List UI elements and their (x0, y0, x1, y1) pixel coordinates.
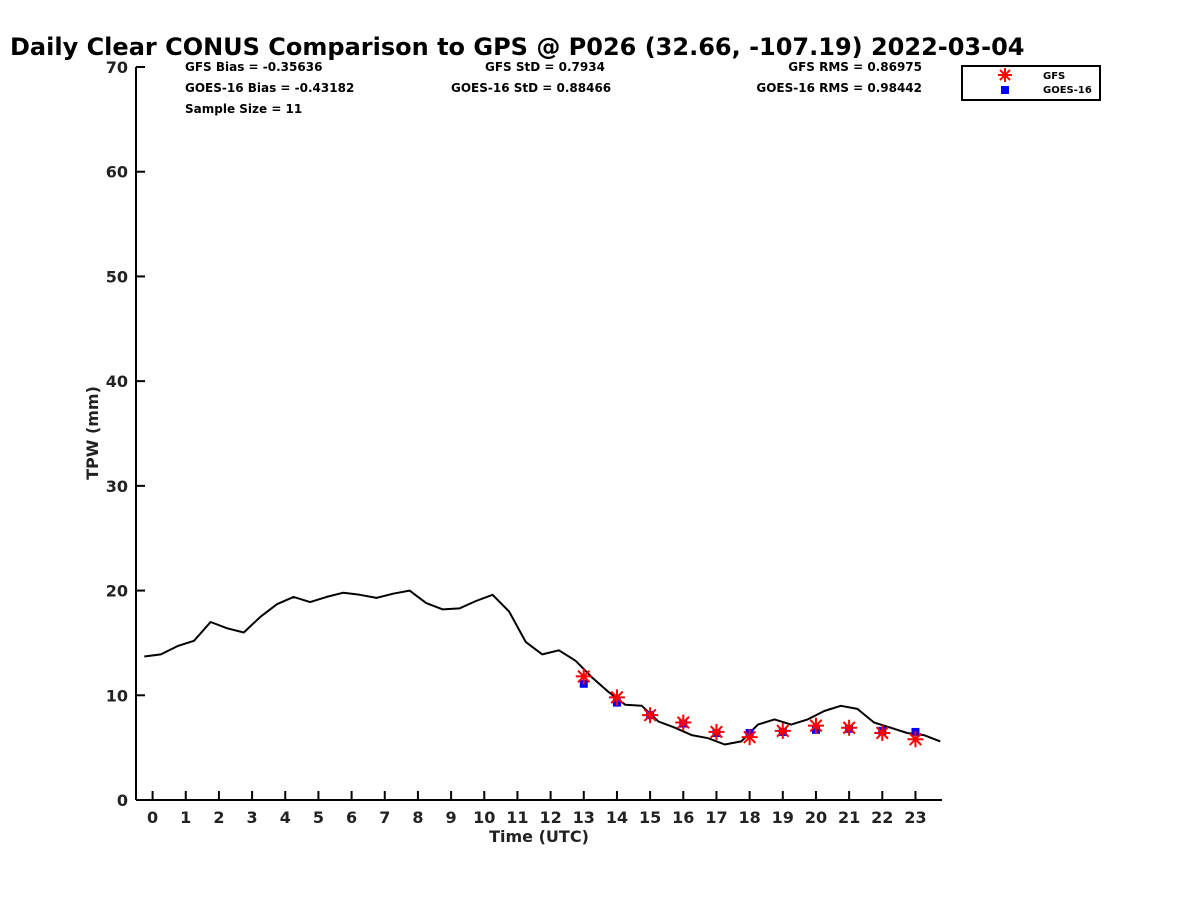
x-tick-label: 0 (147, 808, 158, 827)
y-tick-label: 70 (106, 58, 128, 77)
y-tick-label: 60 (106, 163, 128, 182)
asterisk-stroke (809, 719, 823, 733)
chart-title: Daily Clear CONUS Comparison to GPS @ P0… (10, 33, 1024, 61)
gfs-point (841, 719, 858, 736)
asterisk-stroke (776, 724, 790, 738)
legend-box (961, 65, 1101, 101)
x-tick-label: 18 (738, 808, 760, 827)
x-axis-title: Time (UTC) (489, 827, 589, 846)
y-tick-label: 30 (106, 477, 128, 496)
x-tick-label: 11 (506, 808, 528, 827)
x-tick-label: 13 (573, 808, 595, 827)
y-axis-title: TPW (mm) (83, 386, 102, 480)
goes-bias-stat: GOES-16 Bias = -0.43182 (185, 81, 354, 95)
legend-gfs-asterisk (998, 68, 1012, 82)
asterisk-stroke (875, 726, 889, 740)
gfs-std-stat: GFS StD = 0.7934 (485, 60, 605, 74)
asterisk-stroke (643, 708, 657, 722)
asterisk-stroke (908, 732, 922, 746)
x-tick-label: 16 (672, 808, 694, 827)
gfs-point (642, 707, 659, 724)
asterisk-stroke (577, 669, 591, 683)
x-tick-label: 19 (772, 808, 794, 827)
gfs-point (807, 717, 824, 734)
x-tick-label: 5 (313, 808, 324, 827)
legend-gfs-marker (998, 68, 1012, 82)
gfs-point (675, 714, 692, 731)
x-tick-label: 17 (705, 808, 727, 827)
x-tick-label: 7 (379, 808, 390, 827)
x-tick-label: 12 (539, 808, 561, 827)
y-tick-label: 50 (106, 267, 128, 286)
x-tick-label: 22 (871, 808, 893, 827)
legend: GFS GOES-16 (961, 65, 1101, 101)
y-tick-label: 10 (106, 686, 128, 705)
gfs-point (708, 723, 725, 740)
x-tick-label: 20 (805, 808, 827, 827)
x-tick-label: 8 (412, 808, 423, 827)
x-tick-label: 9 (446, 808, 457, 827)
y-tick-label: 20 (106, 582, 128, 601)
goes-std-stat: GOES-16 StD = 0.88466 (451, 81, 611, 95)
gfs-point (608, 689, 625, 706)
gfs-rms-stat: GFS RMS = 0.86975 (788, 60, 922, 74)
asterisk-stroke (999, 69, 1011, 81)
asterisk-stroke (842, 721, 856, 735)
legend-goes-label: GOES-16 (1043, 85, 1092, 96)
asterisk-stroke (676, 716, 690, 729)
gfs-point (575, 668, 592, 685)
gfs-point (907, 731, 924, 748)
gps-line-layer (144, 589, 941, 746)
sample-size-stat: Sample Size = 11 (185, 102, 302, 116)
asterisk-stroke (610, 690, 624, 704)
gps-line (144, 589, 941, 746)
gfs-bias-stat: GFS Bias = -0.35636 (185, 60, 322, 74)
goes-rms-stat: GOES-16 RMS = 0.98442 (756, 81, 922, 95)
x-tick-label: 10 (473, 808, 495, 827)
x-tick-label: 1 (180, 808, 191, 827)
x-tick-label: 21 (838, 808, 860, 827)
gfs-point (741, 729, 758, 746)
x-tick-label: 15 (639, 808, 661, 827)
x-tick-label: 23 (904, 808, 926, 827)
x-tick-label: 3 (247, 808, 258, 827)
y-tick-label: 0 (117, 791, 128, 810)
x-tick-label: 4 (280, 808, 291, 827)
gfs-point (774, 722, 791, 739)
asterisk-stroke (709, 725, 723, 739)
x-tick-label: 2 (213, 808, 224, 827)
asterisk-stroke (743, 730, 757, 744)
markers-layer (575, 668, 924, 748)
gfs-point (874, 724, 891, 741)
y-tick-label: 40 (106, 372, 128, 391)
legend-gfs-label: GFS (1043, 71, 1065, 82)
x-tick-label: 14 (606, 808, 628, 827)
legend-goes-marker (1001, 86, 1009, 94)
x-tick-label: 6 (346, 808, 357, 827)
